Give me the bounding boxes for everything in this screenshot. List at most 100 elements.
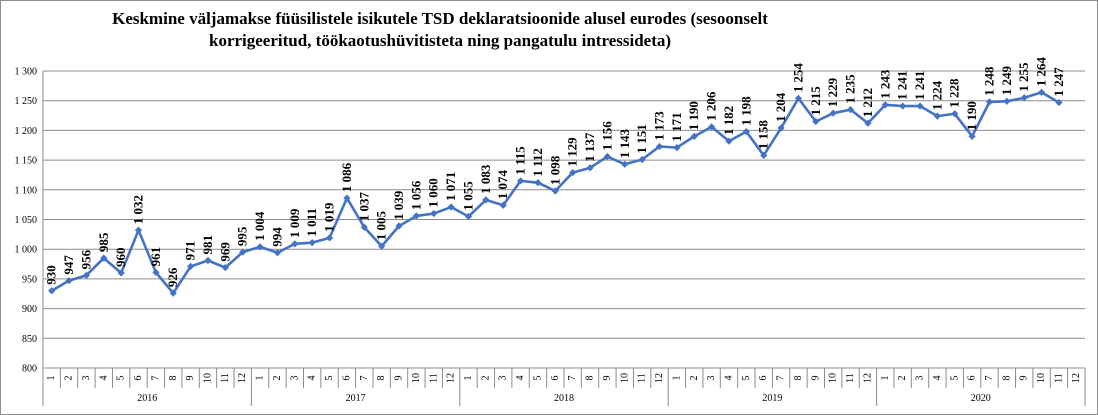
x-tick-label: 7	[776, 376, 787, 381]
x-tick-label: 3	[81, 376, 92, 381]
data-label: 926	[165, 267, 180, 287]
x-tick-label: 6	[967, 376, 978, 381]
data-label: 1 228	[947, 78, 962, 108]
x-tick-label: 10	[828, 373, 839, 383]
x-tick-label: 8	[585, 376, 596, 381]
x-tick-label: 8	[1001, 376, 1012, 381]
data-point	[551, 187, 559, 195]
data-point	[134, 226, 143, 234]
x-tick-label: 2	[897, 376, 908, 381]
data-label: 1 115	[513, 146, 528, 175]
data-point	[534, 179, 542, 187]
x-tick-label: 3	[915, 376, 926, 381]
data-point	[395, 222, 403, 230]
data-label: 971	[183, 241, 198, 261]
x-tick-label: 4	[98, 376, 109, 381]
data-point	[100, 254, 108, 262]
y-tick-label: 1 150	[15, 156, 38, 167]
x-tick-label: 1	[671, 376, 682, 381]
x-tick-label: 11	[1053, 373, 1064, 383]
data-label: 961	[148, 247, 163, 267]
x-tick-label: 12	[446, 373, 457, 383]
x-tick-label: 8	[376, 376, 387, 381]
data-point	[881, 101, 889, 109]
data-label: 1 215	[808, 86, 823, 116]
data-label: 1 241	[895, 71, 910, 100]
data-label: 1 248	[981, 66, 996, 96]
data-point	[777, 124, 785, 132]
x-tick-label: 5	[324, 376, 335, 381]
data-label: 1 241	[912, 71, 927, 100]
x-tick-label: 1	[46, 376, 57, 381]
data-label: 1 229	[825, 77, 840, 107]
x-tick-label: 10	[202, 373, 213, 383]
x-tick-label: 11	[220, 373, 231, 383]
data-label: 1 098	[547, 155, 562, 185]
data-point	[864, 119, 872, 127]
x-tick-label: 7	[150, 376, 161, 381]
x-tick-label: 5	[116, 376, 127, 381]
x-tick-label: 12	[862, 373, 873, 383]
x-tick-label: 9	[602, 376, 613, 381]
data-label: 1 112	[530, 148, 545, 177]
data-point	[1020, 94, 1028, 102]
x-tick-label: 12	[237, 373, 248, 383]
x-tick-label: 12	[654, 373, 665, 383]
x-tick-label: 8	[793, 376, 804, 381]
x-tick-label: 9	[810, 376, 821, 381]
data-label: 1 056	[408, 180, 423, 210]
data-label: 947	[61, 255, 76, 275]
x-tick-label: 6	[133, 376, 144, 381]
y-tick-label: 1 050	[15, 215, 38, 226]
x-tick-label: 2	[272, 376, 283, 381]
x-tick-label: 6	[341, 376, 352, 381]
data-point	[916, 102, 924, 110]
x-tick-label: 11	[637, 373, 648, 383]
data-point	[204, 256, 212, 265]
data-point	[187, 262, 195, 271]
y-tick-label: 1 000	[15, 245, 38, 256]
data-label: 1 086	[339, 162, 354, 192]
x-tick-label: 2	[64, 376, 75, 381]
data-label: 1 009	[287, 208, 302, 238]
x-tick-label: 6	[550, 376, 561, 381]
data-label: 1 037	[356, 191, 371, 221]
data-point	[760, 151, 768, 159]
data-point	[516, 177, 525, 185]
data-label: 1 190	[686, 101, 701, 130]
x-tick-label: 1	[463, 376, 474, 381]
data-point	[152, 268, 160, 276]
y-tick-label: 1 300	[15, 67, 38, 78]
year-label: 2017	[346, 393, 366, 404]
data-point	[638, 155, 646, 164]
data-point	[221, 264, 229, 272]
data-label: 1 254	[790, 63, 805, 93]
year-label: 2020	[971, 393, 991, 404]
x-tick-label: 11	[428, 373, 439, 383]
x-tick-label: 5	[949, 376, 960, 381]
x-tick-label: 12	[1071, 373, 1082, 383]
data-label: 960	[113, 247, 128, 267]
data-label: 1 158	[756, 120, 771, 150]
x-tick-label: 2	[480, 376, 491, 381]
data-point	[273, 249, 282, 257]
data-point	[829, 109, 837, 117]
data-label: 1 190	[964, 101, 979, 130]
x-tick-label: 4	[932, 376, 943, 381]
data-point	[725, 137, 733, 145]
x-tick-label: 7	[567, 376, 578, 381]
x-tick-label: 4	[307, 376, 318, 381]
data-label: 1 137	[582, 132, 597, 162]
data-label: 1 019	[322, 202, 337, 232]
y-tick-label: 950	[22, 274, 37, 285]
data-label: 1 143	[617, 129, 632, 159]
chart-title: Keskmine väljamakse füüsilistele isikute…	[0, 8, 880, 52]
data-point	[690, 132, 698, 140]
data-label: 1 255	[1016, 62, 1031, 92]
data-label: 1 151	[634, 124, 649, 153]
data-point	[586, 164, 594, 172]
data-label: 1 129	[565, 137, 580, 167]
year-label: 2016	[137, 393, 157, 404]
year-label: 2018	[554, 393, 574, 404]
